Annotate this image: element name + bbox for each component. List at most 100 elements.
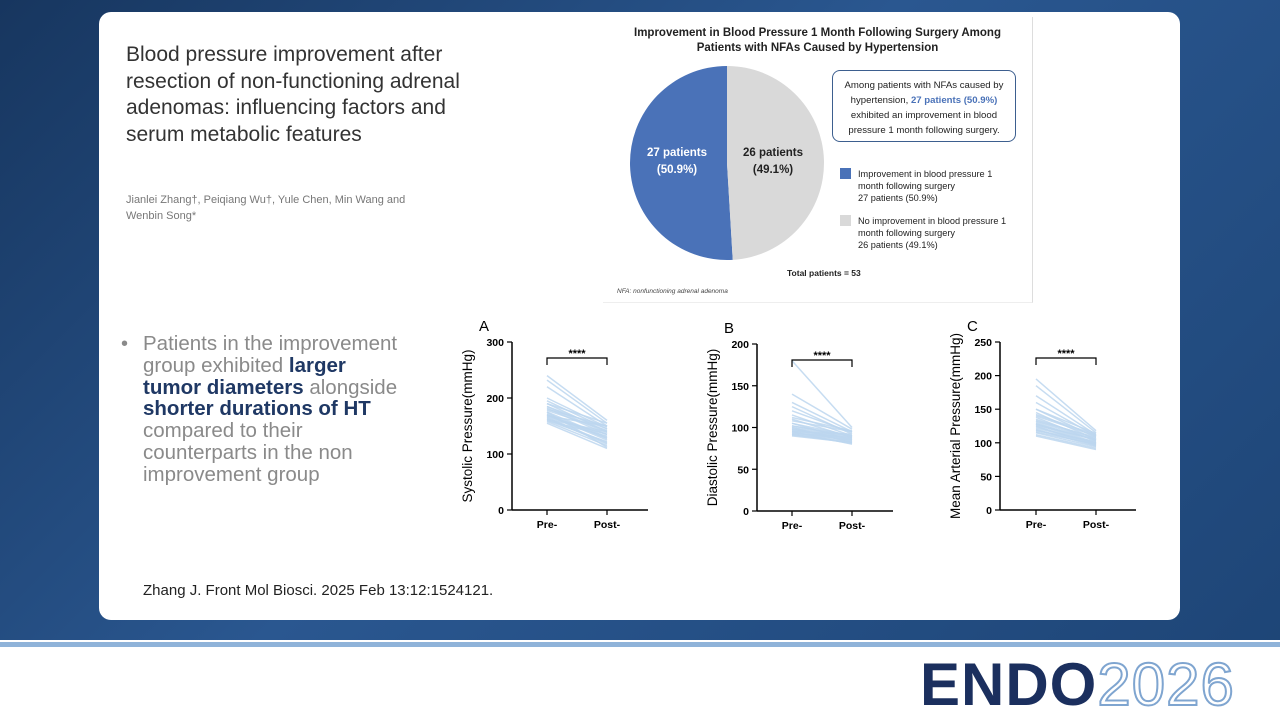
series-line: [1035, 413, 1097, 436]
series-line: [1035, 385, 1097, 434]
legend-swatch: [840, 168, 851, 179]
series-line: [791, 422, 853, 437]
series-line: [1035, 408, 1097, 435]
bullet-marker: •: [121, 333, 129, 355]
series-line: [791, 401, 853, 433]
slice-label: 26 patients (49.1%): [742, 147, 804, 176]
y-tick-label: 100: [486, 449, 504, 461]
series-line: [791, 410, 853, 434]
total: Total patients = 53: [787, 268, 861, 278]
text: Among patients with NFAs caused by hyper…: [844, 80, 1004, 106]
y-tick-label: 150: [731, 381, 749, 393]
y-tick-label: 0: [986, 505, 992, 517]
significance-bracket: [546, 357, 608, 365]
x-tick-label: Pre-: [782, 520, 803, 532]
x-tick-label: Post-: [594, 519, 621, 531]
series-line: [791, 420, 853, 433]
series-line: [791, 433, 853, 445]
y-tick-label: 250: [974, 337, 992, 349]
legend-swatch: [840, 215, 851, 226]
series-line: [546, 419, 608, 443]
y-tick-label: 200: [731, 339, 749, 351]
bullet-text: Patients in the improvement group exhibi…: [143, 333, 408, 486]
series-line: [546, 397, 608, 428]
y-tick-label: 200: [486, 393, 504, 405]
series-line: [546, 411, 608, 448]
x-tick-label: Pre-: [537, 519, 558, 531]
emphasis: larger tumor diameters: [143, 353, 346, 399]
legend-value: 27 patients (50.9%): [858, 193, 938, 203]
y-tick-label: 200: [974, 371, 992, 383]
logo: ENDO2026: [920, 650, 1235, 720]
significance: ****: [568, 348, 586, 360]
y-tick-label: 0: [743, 506, 749, 518]
series-line: [1035, 425, 1097, 445]
significance-bracket: [791, 359, 853, 367]
y-tick-label: 50: [980, 471, 992, 483]
emphasis: shorter durations of HT: [143, 397, 371, 421]
footer-band: [0, 640, 1280, 720]
y-tick-label: 150: [974, 404, 992, 416]
y-tick-label: 100: [731, 423, 749, 435]
series-line: [791, 429, 853, 440]
series-line: [1035, 419, 1097, 439]
slice-label: 27 patients (50.9%): [646, 147, 708, 176]
series-line: [791, 428, 853, 440]
series-line: [546, 419, 608, 437]
y-tick-label: 100: [974, 438, 992, 450]
significance: ****: [1057, 348, 1075, 360]
series-line: [1035, 401, 1097, 437]
series-line: [546, 374, 608, 422]
series-line: [791, 414, 853, 437]
chart-title: Improvement in Blood Pressure 1 Month Fo…: [634, 27, 1001, 54]
significance-bracket: [1035, 357, 1097, 365]
logo-word: ENDO: [920, 651, 1098, 718]
text: Patients in the improvement group exhibi…: [143, 332, 398, 377]
series-line: [1035, 429, 1097, 446]
footnote: NFA: nonfunctioning adrenal adenoma: [617, 288, 728, 295]
panel-label: B: [724, 320, 734, 337]
y-axis-label: Mean Arterial Pressure(mmHg): [948, 333, 963, 519]
emphasis: 27 patients (50.9%): [910, 95, 998, 106]
x-tick-label: Post-: [1083, 519, 1110, 531]
y-tick-label: 50: [737, 464, 749, 476]
series-line: [1035, 434, 1097, 449]
significance: ****: [813, 350, 831, 362]
series-line: [791, 360, 853, 429]
y-axis-label: Diastolic Pressure(mmHg): [705, 349, 720, 507]
series-line: [546, 379, 608, 424]
citation: Zhang J. Front Mol Biosci. 2025 Feb 13:1…: [143, 582, 494, 599]
series-line: [1035, 423, 1097, 441]
pie-slice: [630, 66, 733, 260]
series-line: [546, 405, 608, 430]
series-line: [1035, 415, 1097, 437]
x-tick-label: Pre-: [1026, 519, 1047, 531]
series-line: [791, 425, 853, 438]
x-tick-label: Post-: [839, 520, 866, 532]
legend-label: No improvement in blood pressure 1 month…: [858, 216, 1007, 238]
series-line: [546, 402, 608, 424]
y-tick-label: 0: [498, 505, 504, 517]
series-line: [546, 415, 608, 436]
series-line: [1035, 395, 1097, 436]
annotation: Among patients with NFAs caused by hyper…: [832, 70, 1016, 142]
logo-year: 2026: [1096, 650, 1235, 719]
series-line: [1035, 378, 1097, 432]
series-line: [791, 393, 853, 430]
text: exhibited an improvement in blood pressu…: [848, 110, 1000, 136]
text: compared to their counterparts in the no…: [143, 419, 353, 486]
footer-rule: [0, 642, 1280, 647]
series-line: [546, 422, 608, 450]
series-line: [791, 431, 853, 441]
series-line: [1035, 435, 1097, 451]
authors: Jianlei Zhang†, Peiqiang Wu†, Yule Chen,…: [126, 194, 406, 222]
legend-item: No improvement in blood pressure 1 month…: [858, 215, 1008, 251]
legend-item: Improvement in blood pressure 1 month fo…: [858, 168, 1008, 204]
text: alongside: [303, 375, 398, 399]
series-line: [1035, 431, 1097, 448]
legend-label: Improvement in blood pressure 1 month fo…: [858, 169, 993, 191]
legend-value: 26 patients (49.1%): [858, 240, 938, 250]
y-tick-label: 300: [486, 337, 504, 349]
